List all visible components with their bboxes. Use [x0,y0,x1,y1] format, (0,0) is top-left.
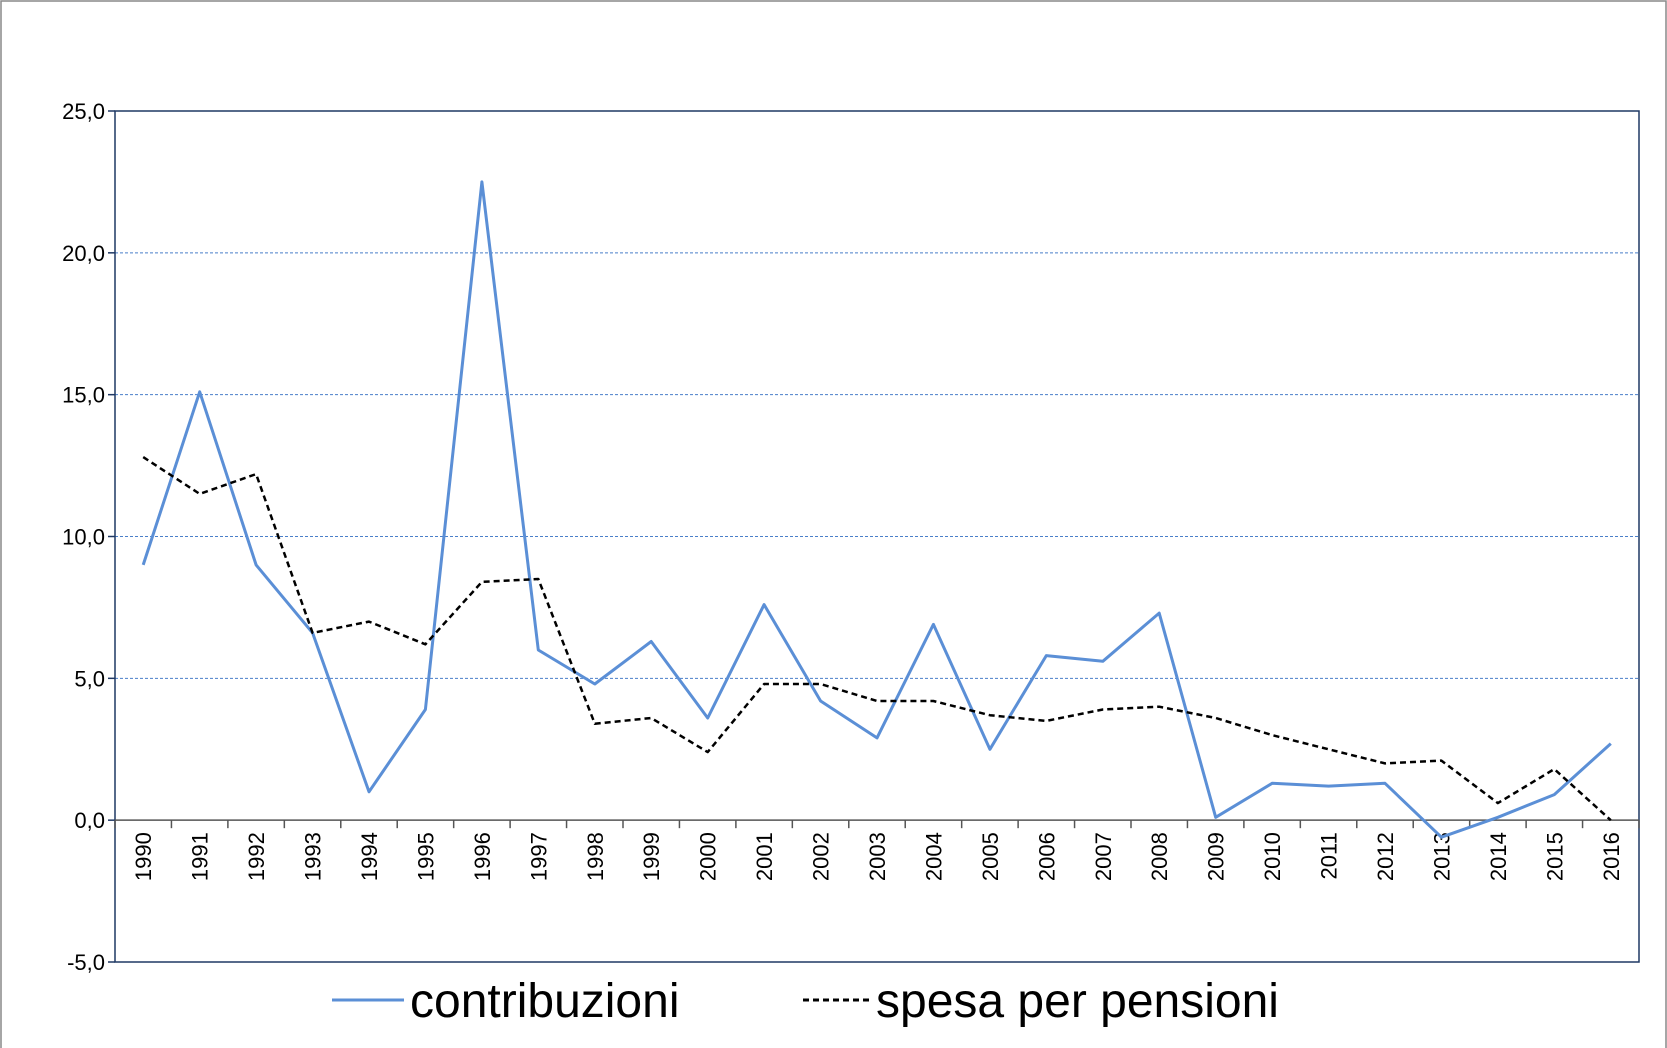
x-tick-label: 2014 [1486,832,1511,881]
x-tick-label: 1992 [244,832,269,881]
x-tick-label: 1994 [357,832,382,881]
x-tick-label: 1991 [188,832,213,881]
x-tick-label: 2003 [865,832,890,881]
x-tick-label: 2009 [1204,832,1229,881]
x-tick-label: 1999 [639,832,664,881]
x-tick-label: 1996 [470,832,495,881]
x-tick-label: 1995 [413,832,438,881]
x-tick-label: 1997 [526,832,551,881]
x-tick-label: 2016 [1599,832,1624,881]
series-line [141,180,1612,839]
y-tick-label: 0,0 [74,808,105,833]
x-tick-label: 2015 [1542,832,1567,881]
y-tick-label: 15,0 [62,383,105,408]
x-tick-label: 2011 [1317,832,1342,879]
x-tick-label: 1990 [131,832,156,881]
x-tick-label: 1998 [583,832,608,881]
x-tick-label: 2010 [1260,832,1285,881]
y-tick-label: 25,0 [62,99,105,124]
plot-border [114,110,1640,963]
x-tick-label: 2001 [752,832,777,881]
legend-label: contribuzioni [410,975,679,1028]
x-tick-label: 2000 [696,832,721,881]
x-tick-label: 2013 [1429,832,1454,881]
y-tick-label: 5,0 [74,666,105,691]
x-tick-label: 2002 [809,832,834,881]
x-tick-label: 2004 [921,832,946,881]
y-tick-label: -5,0 [67,950,105,975]
x-tick-label: 2005 [978,832,1003,881]
series-line [142,456,1612,822]
legend-label: spesa per pensioni [876,975,1279,1028]
x-tick-label: 2008 [1147,832,1172,881]
x-tick-label: 1993 [301,832,326,881]
x-tick-label: 2007 [1091,832,1116,881]
x-tick-label: 2012 [1373,832,1398,881]
x-tick-label: 2006 [1034,832,1059,881]
y-tick-label: 20,0 [62,241,105,266]
y-tick-label: 10,0 [62,525,105,550]
